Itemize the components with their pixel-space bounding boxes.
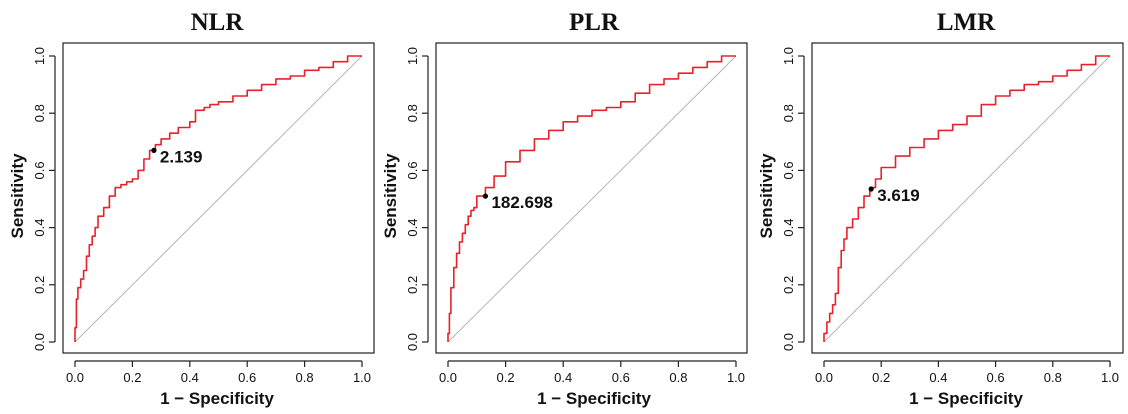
y-tick-label: 0.4 — [781, 219, 796, 237]
x-tick-label: 1.0 — [727, 370, 745, 385]
panel-title: PLR — [569, 9, 620, 36]
x-tick-label: 0.8 — [296, 370, 314, 385]
y-tick-label: 0.0 — [781, 333, 796, 351]
y-axis-label: Sensitivity — [381, 153, 400, 239]
panel-nlr: NLR 1 − Specificity Sensitivity 0.0 0.2 0.… — [8, 9, 375, 408]
y-tick-label: 0.6 — [405, 161, 420, 179]
x-tick-label: 0.0 — [66, 370, 84, 385]
cutoff-point — [482, 193, 489, 199]
plot-area: 0.0 0.2 0.4 0.6 0.8 1.0 0.0 0.2 0.4 0.6 0.8 1.0 2.13… — [32, 42, 375, 385]
roc-curve — [447, 55, 736, 342]
y-axis-label: Sensitivity — [8, 153, 27, 239]
x-tick-label: 0.2 — [872, 370, 890, 385]
x-tick-label: 0.8 — [669, 370, 687, 385]
x-tick-label: 0.6 — [612, 370, 630, 385]
x-tick-label: 1.0 — [1101, 370, 1119, 385]
cutoff-label: 2.139 — [160, 147, 203, 166]
x-tick-label: 0.8 — [1044, 370, 1062, 385]
plot-frame — [435, 42, 748, 354]
y-tick-label: 0.0 — [405, 333, 420, 351]
plot-area: 0.0 0.2 0.4 0.6 0.8 1.0 0.0 0.2 0.4 0.6 0.8 1.0 3.61… — [781, 42, 1124, 385]
y-tick-label: 1.0 — [405, 47, 420, 65]
y-tick-label: 0.8 — [781, 104, 796, 122]
y-tick-label: 0.6 — [32, 161, 47, 179]
x-axis-label: 1 − Specificity — [537, 389, 651, 408]
reference-diagonal — [74, 55, 363, 343]
panel-plr: PLR 1 − Specificity Sensitivity 0.0 0.2 0.… — [381, 9, 748, 408]
x-axis-label: 1 − Specificity — [909, 389, 1023, 408]
y-tick-label: 1.0 — [32, 47, 47, 65]
cutoff-point — [151, 147, 157, 153]
y-tick-label: 0.0 — [32, 333, 47, 351]
plot-frame — [811, 42, 1124, 354]
roc-curve — [823, 55, 1110, 342]
cutoff-label: 182.698 — [491, 193, 552, 212]
cutoff-point — [868, 186, 874, 192]
x-tick-label: 1.0 — [353, 370, 371, 385]
plot-frame — [62, 42, 375, 354]
roc-curve — [74, 55, 362, 342]
x-tick-label: 0.2 — [123, 370, 141, 385]
x-tick-label: 0.4 — [929, 370, 947, 385]
cutoff-label: 3.619 — [877, 186, 920, 205]
panel-title: LMR — [937, 9, 996, 36]
x-tick-label: 0.2 — [497, 370, 515, 385]
x-axis-label: 1 − Specificity — [160, 389, 274, 408]
y-axis-label: Sensitivity — [757, 153, 776, 239]
x-tick-label: 0.6 — [987, 370, 1005, 385]
reference-diagonal — [447, 55, 737, 343]
panel-title: NLR — [191, 9, 245, 36]
y-tick-label: 0.8 — [32, 104, 47, 122]
x-tick-label: 0.4 — [181, 370, 199, 385]
reference-diagonal — [823, 55, 1111, 343]
x-tick-label: 0.0 — [439, 370, 457, 385]
x-tick-label: 0.6 — [238, 370, 256, 385]
plot-area: 0.0 0.2 0.4 0.6 0.8 1.0 0.0 0.2 0.4 0.6 0.8 1.0 182.… — [405, 42, 748, 385]
y-tick-label: 0.4 — [32, 219, 47, 237]
x-tick-label: 0.0 — [815, 370, 833, 385]
y-tick-label: 0.2 — [32, 276, 47, 294]
y-tick-label: 0.6 — [781, 161, 796, 179]
y-tick-label: 0.2 — [781, 276, 796, 294]
y-tick-label: 0.4 — [405, 219, 420, 237]
y-tick-label: 0.8 — [405, 104, 420, 122]
y-tick-label: 0.2 — [405, 276, 420, 294]
panel-lmr: LMR 1 − Specificity Sensitivity 0.0 0.2 0.… — [757, 9, 1124, 408]
y-tick-label: 1.0 — [781, 47, 796, 65]
x-tick-label: 0.4 — [554, 370, 572, 385]
